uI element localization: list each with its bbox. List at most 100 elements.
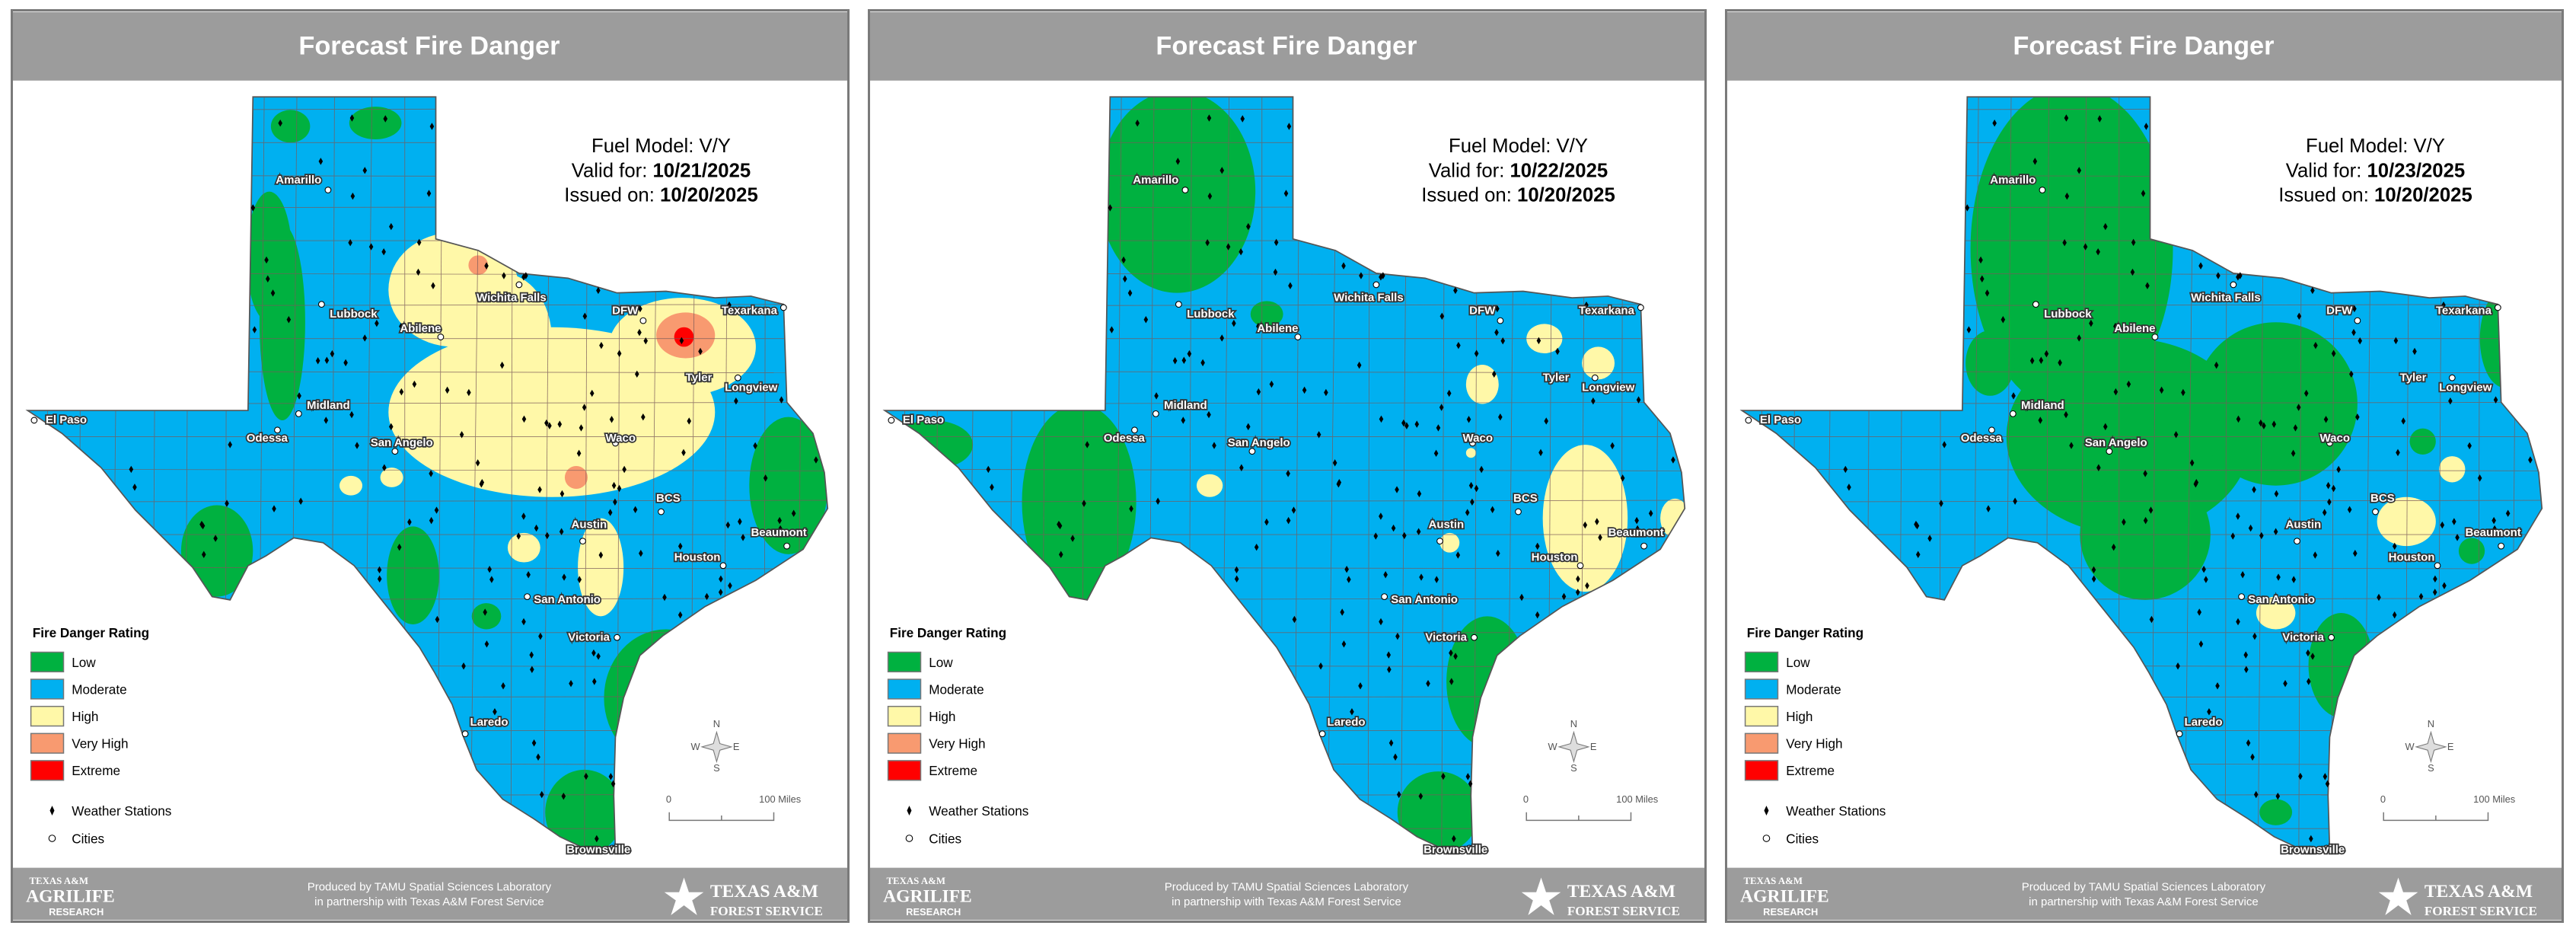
city-dot-icon	[1131, 426, 1138, 434]
compass-s: S	[2428, 762, 2434, 774]
weather-station-marker	[662, 593, 667, 602]
city-marker: Austin	[570, 517, 608, 545]
city-dot-icon	[2032, 301, 2039, 308]
weather-station-marker	[2353, 549, 2358, 557]
city-label: Victoria	[568, 630, 610, 643]
city-label: San Antonio	[534, 593, 601, 606]
city-marker: Abilene	[2113, 321, 2159, 340]
cities: Amarillo Lubbock Wichita Falls Texarkana DFW…	[888, 172, 1666, 857]
city-dot-icon	[1248, 448, 1256, 455]
weather-station-marker	[2355, 413, 2360, 421]
city-dot-icon	[461, 730, 469, 738]
svg-text:TEXAS A&M: TEXAS A&M	[710, 882, 818, 902]
weather-station-marker	[1468, 780, 1473, 788]
weather-station-marker	[1447, 634, 1452, 642]
weather-station-marker	[1452, 835, 1456, 843]
city-marker: Houston	[1530, 550, 1584, 570]
city-marker: Waco	[2319, 430, 2351, 447]
danger-zone-low	[246, 191, 292, 323]
city-label: Midland	[2021, 399, 2064, 412]
city-marker: Beaumont	[2464, 525, 2523, 550]
weather-station-marker	[381, 247, 386, 256]
weather-station-marker	[2347, 506, 2352, 514]
weather-station-marker	[315, 357, 320, 365]
legend-label: Moderate	[1786, 681, 1841, 697]
city-label: El Paso	[1760, 413, 1801, 426]
weather-station-marker	[2236, 618, 2240, 626]
city-label: Beaumont	[1608, 526, 1663, 539]
city-label: Amarillo	[276, 174, 321, 187]
weather-station-marker	[407, 518, 412, 526]
weather-station-marker	[265, 275, 270, 282]
weather-station-marker	[2236, 415, 2241, 423]
weather-station-marker	[681, 448, 686, 457]
weather-station-marker	[738, 518, 742, 525]
city-marker: Tyler	[684, 370, 741, 385]
weather-station-marker	[582, 404, 587, 411]
danger-zone-high	[1465, 448, 1476, 458]
credit-line-1: Produced by TAMU Spatial Sciences Labora…	[2022, 881, 2266, 894]
weather-station-marker	[2252, 486, 2256, 493]
city-marker: San Antonio	[2238, 592, 2316, 608]
fire-danger-map: Forecast Fire Danger Fuel Model: V/Y Valid…	[1727, 11, 2562, 921]
city-marker: BCS	[655, 490, 681, 515]
weather-station-marker	[1283, 190, 1289, 197]
city-marker: Texarkana	[720, 303, 787, 318]
city-marker: Longview	[2437, 380, 2493, 395]
city-marker: Waco	[1462, 430, 1494, 447]
issued-date: 10/20/2025	[2374, 185, 2472, 206]
weather-station-marker	[2141, 190, 2146, 197]
city-marker: BCS	[2369, 490, 2396, 515]
weather-station-marker	[278, 119, 282, 127]
danger-zone-low	[1970, 97, 2173, 413]
weather-station-marker	[531, 739, 537, 747]
weather-station-marker	[1379, 618, 1383, 626]
city-marker: Houston	[673, 550, 727, 570]
weather-station-marker	[526, 571, 531, 579]
city-marker: Midland	[2009, 397, 2065, 417]
city-dot-icon	[658, 508, 665, 515]
city-label: Beaumont	[751, 526, 806, 539]
city-marker: DFW	[1468, 303, 1504, 324]
weather-station-marker	[199, 520, 204, 528]
weather-station-marker	[426, 190, 432, 197]
city-dot-icon	[30, 417, 38, 424]
weather-station-marker	[1121, 256, 1126, 264]
weather-station-marker	[2062, 238, 2067, 247]
weather-station-marker	[2201, 565, 2206, 573]
weather-station-marker	[2216, 272, 2221, 279]
city-dot-icon	[1591, 374, 1599, 381]
weather-station-marker	[1239, 247, 1243, 256]
city-label: Victoria	[1425, 630, 1467, 643]
valid-for: Valid for: 10/22/2025	[1429, 160, 1608, 181]
weather-station-marker	[590, 634, 595, 642]
weather-station-marker	[1396, 790, 1401, 799]
weather-station-marker	[501, 682, 505, 690]
city-marker: Amarillo	[275, 172, 332, 193]
weather-station-marker	[1344, 565, 1349, 573]
issued-on-label: Issued on:	[564, 185, 660, 206]
danger-zone-high	[339, 475, 362, 496]
weather-station-marker	[2283, 679, 2287, 688]
weather-station-marker	[727, 301, 732, 309]
danger-zone-high	[2377, 496, 2436, 547]
compass-s: S	[713, 762, 720, 774]
weather-station-marker	[1175, 158, 1181, 165]
weather-station-marker	[1992, 119, 1997, 127]
weather-station-marker	[1439, 404, 1444, 411]
danger-zone-low	[1965, 330, 2015, 396]
weather-station-marker	[286, 316, 292, 324]
legend-swatch-extreme	[30, 760, 65, 781]
scale-bar: 0 100 Miles	[1523, 793, 1658, 822]
danger-zone-low	[2409, 428, 2436, 455]
cities: Amarillo Lubbock Wichita Falls Texarkana DFW…	[30, 172, 808, 857]
city-dot-icon	[1372, 281, 1380, 289]
weather-station-marker	[1479, 465, 1484, 474]
north-arrow-icon: N S E W	[690, 718, 739, 774]
weather-station-marker	[201, 551, 206, 558]
weather-station-marker	[2091, 566, 2096, 574]
city-marker: Victoria	[567, 630, 620, 645]
map-title: Forecast Fire Danger	[1156, 32, 1417, 61]
city-dot-icon	[783, 542, 791, 550]
